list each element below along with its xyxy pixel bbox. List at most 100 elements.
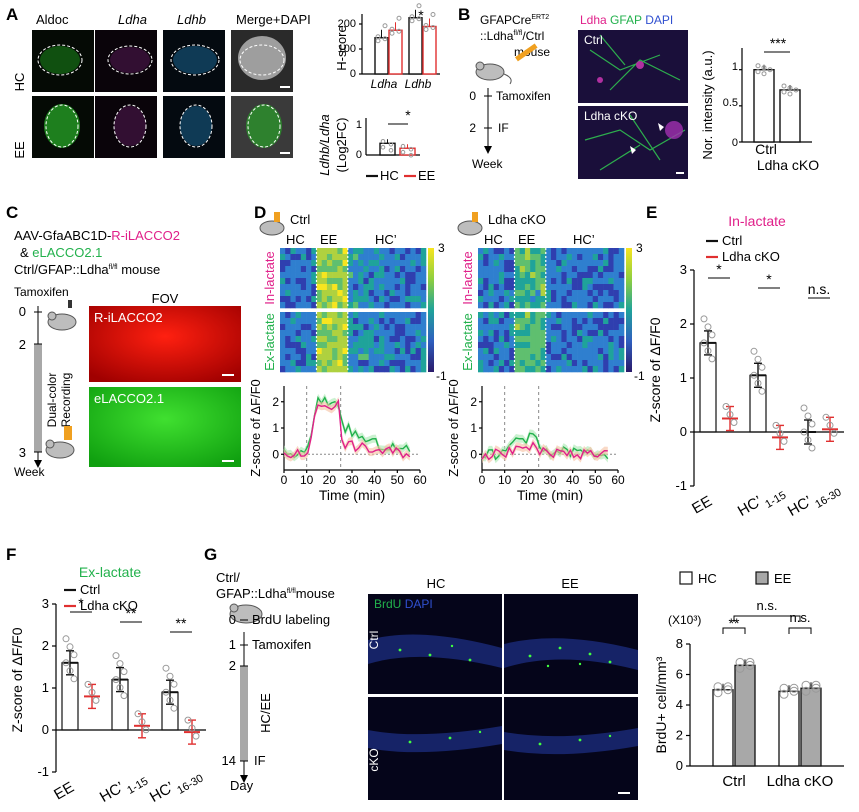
c-construct-2b: eLACCO2.1 — [32, 245, 102, 260]
heat-cell — [280, 312, 286, 319]
heat-cell — [368, 366, 375, 373]
heat-cell — [530, 290, 536, 297]
channel-ldha: Ldha — [118, 12, 147, 27]
d-phase-hc-0: HC — [286, 232, 305, 247]
heat-cell — [389, 296, 396, 303]
heat-cell — [603, 278, 609, 285]
heat-cell — [498, 360, 505, 367]
heat-cell — [571, 360, 578, 367]
f-leg-cko: Ldha cKO — [80, 598, 138, 613]
heat-cell — [368, 324, 375, 331]
heat-cell — [514, 260, 521, 267]
heat-cell — [415, 284, 422, 291]
heat-cell — [577, 348, 583, 355]
g-dot — [789, 686, 799, 696]
heat-cell — [321, 278, 328, 285]
g-dot — [713, 682, 723, 692]
heat-cell — [420, 354, 427, 361]
heat-cell — [488, 318, 494, 325]
heat-cell — [509, 336, 515, 343]
heat-cell — [545, 266, 552, 273]
heat-cell — [545, 318, 552, 325]
d-xtick-0-0: 0 — [281, 473, 288, 487]
heat-cell — [488, 360, 494, 367]
g-dot — [811, 680, 821, 690]
heat-cell — [483, 312, 489, 319]
heat-cell — [342, 260, 349, 267]
heat-cell — [415, 266, 422, 273]
heat-cell — [540, 312, 547, 319]
chartF-dot — [112, 676, 120, 684]
heat-cell — [514, 312, 521, 319]
heat-cell — [582, 260, 588, 267]
heat-cell — [530, 278, 536, 285]
heat-cell — [577, 254, 583, 261]
chart-e: In-lactate Ctrl Ldha cKO Z-score of ΔF/F… — [647, 213, 844, 520]
heat-cell — [577, 272, 583, 279]
heat-cell — [540, 342, 547, 349]
heat-cell — [540, 290, 547, 297]
heat-cell — [405, 260, 411, 267]
heat-cell — [561, 302, 567, 309]
d-ytick-1-0: 0 — [470, 447, 477, 461]
heat-cell — [530, 302, 536, 309]
panel-label-f: F — [6, 545, 16, 564]
heat-cell — [326, 312, 333, 319]
heat-cell — [545, 360, 552, 367]
heat-cell — [587, 260, 594, 267]
heat-cell — [597, 366, 604, 373]
heat-cell — [363, 312, 369, 319]
heat-cell — [384, 296, 390, 303]
chartE-dot — [758, 387, 766, 395]
heat-cell — [582, 312, 588, 319]
heat-cell — [587, 360, 594, 367]
g-bar-ee-0 — [734, 664, 756, 767]
g-ytick-3: 6 — [676, 667, 683, 682]
ratio-tick-1: 1 — [356, 119, 362, 131]
heat-cell — [597, 348, 604, 355]
d-colorbar-0 — [428, 248, 434, 372]
heat-cell — [337, 324, 343, 331]
heat-cell — [415, 260, 422, 267]
heat-cell — [363, 336, 369, 343]
heat-cell — [353, 330, 359, 337]
heat-cell — [608, 342, 614, 349]
heat-cell — [488, 278, 494, 285]
heat-cell — [326, 330, 333, 337]
heat-cell — [556, 278, 562, 285]
heat-cell — [389, 336, 396, 343]
heat-cell — [498, 336, 505, 343]
heat-cell — [608, 266, 614, 273]
heat-cell — [592, 272, 599, 279]
b-tick-05: 0.5 — [723, 97, 738, 109]
chartF-dot — [162, 664, 170, 672]
heat-cell — [311, 342, 317, 349]
heat-cell — [493, 254, 500, 261]
heat-cell — [332, 318, 338, 325]
heat-cell — [535, 348, 541, 355]
heat-cell — [332, 248, 338, 255]
heat-cell — [326, 290, 333, 297]
heat-cell — [597, 254, 604, 261]
heat-cell — [280, 336, 286, 343]
g-mouse-sup: fl/fl — [287, 588, 296, 595]
heat-cell — [566, 330, 573, 337]
heat-cell — [347, 278, 354, 285]
f-title: Ex-lactate — [79, 564, 141, 580]
b-dot — [767, 67, 773, 73]
heat-cell — [478, 284, 484, 291]
heat-cell — [300, 366, 307, 373]
heat-cell — [358, 290, 364, 297]
heat-cell — [363, 254, 369, 261]
heat-cell — [608, 312, 614, 319]
heat-cell — [514, 284, 521, 291]
g-cat-1: Ldha cKO — [767, 773, 834, 790]
heat-cell — [405, 290, 411, 297]
heat-cell — [613, 290, 620, 297]
heat-cell — [613, 260, 620, 267]
g-leg-brdu: BrdU — [374, 597, 401, 611]
heat-cell — [295, 330, 302, 337]
heat-cell — [410, 284, 416, 291]
chartE-dot — [722, 403, 730, 410]
heat-cell — [478, 302, 484, 309]
